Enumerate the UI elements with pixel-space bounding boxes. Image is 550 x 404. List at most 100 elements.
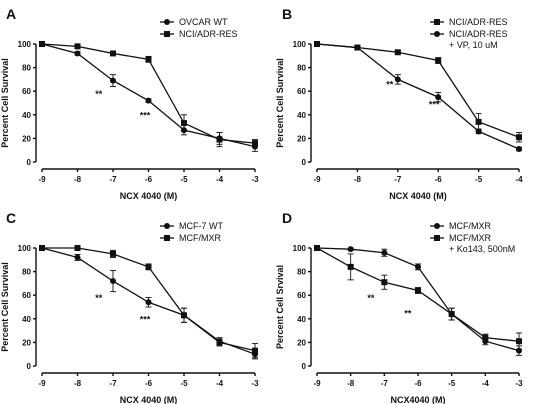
legend-label: MCF/MXR [449, 233, 491, 243]
series-line [316, 43, 520, 150]
legend-label: NCI/ADR-RES [449, 29, 508, 39]
legend-marker [164, 19, 170, 25]
data-point [74, 245, 81, 251]
significance-marker: ** [404, 308, 412, 318]
legend-label: NCI/ADR-RES [449, 17, 508, 27]
x-tick-label: -7 [109, 379, 117, 388]
data-point [145, 56, 152, 63]
significance-marker: ** [95, 293, 103, 303]
y-axis-label: Percent Cell Survival [275, 58, 285, 148]
data-point [354, 44, 361, 51]
y-tick-label: 80 [297, 64, 306, 73]
x-tick-label: -3 [251, 175, 259, 184]
x-tick-label: -4 [482, 379, 490, 388]
y-tick-label: 60 [22, 87, 31, 96]
data-point [74, 43, 81, 50]
y-tick-label: 20 [297, 134, 306, 143]
x-tick-label: -7 [381, 379, 389, 388]
legend-marker [164, 235, 170, 241]
y-tick-label: 60 [22, 291, 31, 300]
data-point [482, 334, 489, 341]
legend-marker [434, 31, 440, 37]
legend-marker [434, 19, 440, 25]
legend-entry: MCF/MXR+ Ko143, 500nM [430, 233, 515, 254]
data-point [252, 140, 258, 147]
x-tick-label: -4 [216, 175, 224, 184]
x-tick-label: -9 [313, 379, 321, 388]
legend-entry: OVCAR WT [160, 17, 228, 27]
y-tick-label: 60 [297, 87, 306, 96]
data-point [347, 246, 354, 253]
legend-label: MCF/MXR [179, 233, 221, 243]
data-point [435, 94, 442, 101]
chart-panel-b: B 0 20 40 60 80 100 -9 -8 -7 -6 -5 -4 NCX 4040 (M) Per… [275, 6, 523, 201]
x-tick-label: -5 [448, 379, 456, 388]
legend-label: OVCAR WT [179, 17, 228, 27]
x-axis-label: NCX 4040 (M) [120, 191, 178, 201]
legend-label: MCF-7 WT [179, 221, 223, 231]
legend-marker [164, 223, 170, 229]
data-point [145, 263, 152, 270]
y-tick-label: 100 [293, 244, 307, 253]
legend-label-line2: + VP, 10 uM [449, 40, 498, 50]
data-point [314, 245, 320, 251]
data-point [145, 97, 152, 104]
series-2 [39, 245, 258, 359]
x-tick-label: -6 [145, 379, 153, 388]
y-tick-label: 0 [302, 362, 307, 371]
y-tick-label: 100 [18, 244, 32, 253]
panel-letter: A [6, 6, 16, 22]
data-point [516, 134, 522, 141]
series-2 [314, 41, 522, 153]
x-tick-label: -9 [38, 379, 46, 388]
significance-marker: *** [429, 100, 440, 110]
series-1 [314, 41, 522, 143]
data-point [216, 339, 223, 346]
y-tick-label: 40 [297, 111, 306, 120]
x-tick-label: -8 [74, 175, 82, 184]
series-2 [39, 41, 258, 148]
y-tick-label: 100 [293, 40, 307, 49]
legend-marker [164, 31, 170, 37]
data-point [74, 50, 81, 57]
data-point [394, 49, 401, 56]
x-tick-label: -9 [313, 175, 321, 184]
x-tick-label: -8 [347, 379, 355, 388]
data-point [110, 50, 116, 57]
x-tick-label: -3 [251, 379, 259, 388]
y-tick-label: 80 [22, 268, 31, 277]
data-point [516, 338, 522, 345]
x-tick-label: -4 [216, 379, 224, 388]
x-tick-label: -6 [435, 175, 443, 184]
y-tick-label: 0 [27, 158, 32, 167]
x-tick-label: -4 [515, 175, 523, 184]
data-point [74, 254, 81, 261]
data-point [181, 120, 187, 127]
legend-marker [434, 223, 440, 229]
x-tick-label: -7 [394, 175, 402, 184]
series-2 [314, 245, 522, 350]
y-tick-label: 0 [27, 362, 32, 371]
data-point [448, 311, 455, 318]
panel-letter: D [282, 210, 292, 226]
legend-marker [434, 235, 440, 241]
panel-letter: B [282, 6, 292, 22]
y-axis-label: Percent Cell Survival [0, 58, 10, 148]
data-point [39, 245, 45, 251]
x-tick-label: -8 [354, 175, 362, 184]
data-point [314, 41, 320, 47]
x-tick-label: -7 [109, 175, 117, 184]
y-tick-label: 20 [22, 338, 31, 347]
data-point [110, 77, 116, 84]
legend-label: MCF/MXR [449, 221, 491, 231]
y-axis-label: Percent Cell Srvival [275, 265, 285, 349]
x-tick-label: -3 [515, 379, 523, 388]
data-point [252, 347, 258, 354]
chart-panel-d: D 0 20 40 60 80 100 -9 -8 -7 -6 -5 -4 -3 NCX4040 (M) Pe… [275, 210, 523, 404]
significance-marker: ** [367, 293, 375, 303]
data-point [415, 263, 421, 270]
significance-marker: ** [386, 80, 394, 90]
y-tick-label: 80 [297, 268, 306, 277]
data-point [415, 287, 421, 294]
